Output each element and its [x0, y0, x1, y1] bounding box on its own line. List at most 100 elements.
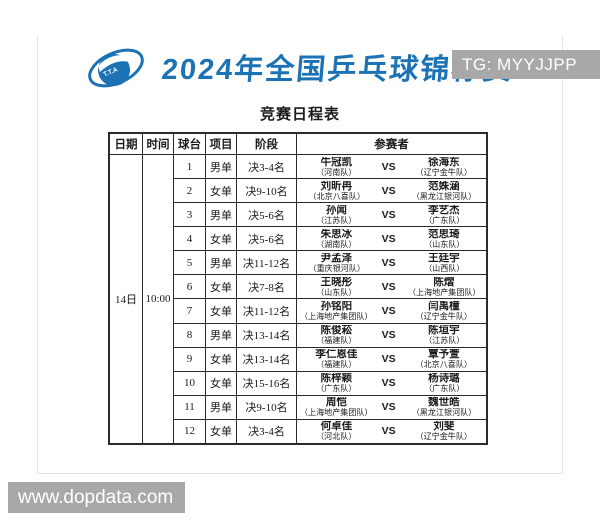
player-2-team: （辽宁金牛队）: [415, 431, 473, 442]
player-1-team: （河南队）: [316, 166, 357, 177]
player-1-name: 朱思冰: [320, 228, 353, 240]
player-1: 王晓彤 （山东队）: [301, 277, 372, 297]
player-2: 闫禹橦 （辽宁金牛队）: [406, 301, 482, 321]
player-1-name: 牛冠凯: [320, 156, 353, 168]
vs-label: VS: [381, 280, 396, 293]
stage-cell: 决9-10名: [237, 179, 297, 203]
date-cell: 14日: [110, 155, 143, 443]
participants-cell: 尹孟泽 （重庆银河队） VS 王廷宇 （山西队）: [297, 251, 486, 274]
vs-label: VS: [381, 329, 396, 342]
participants-cell: 牛冠凯 （河南队） VS 徐海东 （辽宁金牛队）: [297, 155, 486, 178]
stage-cell: 决9-10名: [237, 395, 297, 419]
player-2-team: （山东队）: [423, 239, 465, 249]
table-number-cell: 5: [174, 251, 206, 275]
vs-label: VS: [381, 353, 396, 366]
player-1-team: （山东队）: [316, 287, 357, 297]
player-1: 陈俊菘 （福建队）: [301, 325, 372, 345]
table-number-cell: 11: [174, 395, 206, 419]
player-2-team: （黑龙江银河队）: [411, 407, 477, 418]
table-number-cell: 6: [174, 275, 206, 299]
event-cell: 女单: [206, 419, 237, 443]
participants-cell: 朱思冰 （湖南队） VS 范思琦 （山东队）: [297, 227, 486, 250]
vs-label: VS: [381, 256, 396, 269]
participants-cell: 陈俊菘 （福建队） VS 陈垣宇 （江苏队）: [297, 324, 486, 347]
tg-contact-text: TG: MYYJJPP: [462, 55, 578, 74]
table-row: 1 男单 决3-4名 牛冠凯 （河南队） VS 徐海东 （辽宁金牛队）: [174, 155, 486, 180]
stage-cell: 决11-12名: [237, 299, 297, 323]
player-1-team: （广东队）: [316, 383, 357, 394]
participants-cell: 周恺 （上海地产集团队） VS 魏世皓 （黑龙江银河队）: [297, 396, 486, 419]
player-1: 孙闻 （江苏队）: [301, 205, 372, 225]
event-cell: 女单: [206, 371, 237, 395]
player-2-name: 陈垣宇: [428, 325, 460, 337]
stage-cell: 决7-8名: [237, 275, 297, 299]
table-row: 2 女单 决9-10名 刘昕冉 （北京八喜队） VS 范姝涵 （黑龙江银河队）: [174, 179, 486, 204]
player-2-team: （江苏队）: [423, 335, 465, 345]
player-2-team: （上海地产集团队）: [407, 287, 481, 297]
participants-cell: 刘昕冉 （北京八喜队） VS 范姝涵 （黑龙江银河队）: [297, 179, 486, 202]
vs-label: VS: [381, 377, 396, 390]
col-header-stage: 阶段: [237, 134, 297, 154]
player-1-team: （重庆银河队）: [308, 263, 365, 273]
player-1: 李仁恩佳 （福建队）: [301, 349, 372, 369]
player-1: 朱思冰 （湖南队）: [301, 229, 372, 249]
player-2-team: （北京八喜队）: [415, 359, 473, 369]
stage-cell: 决5-6名: [237, 227, 297, 251]
player-2: 刘斐 （辽宁金牛队）: [406, 421, 482, 441]
stage-cell: 决3-4名: [237, 419, 297, 443]
event-cell: 男单: [206, 203, 237, 227]
stage-cell: 决11-12名: [237, 251, 297, 275]
player-2-name: 魏世皓: [428, 397, 460, 409]
participants-cell: 陈梓颖 （广东队） VS 杨诗璐 （广东队）: [297, 372, 486, 395]
player-1: 牛冠凯 （河南队）: [301, 157, 372, 177]
player-1-name: 孙闻: [325, 204, 347, 216]
player-2-name: 闫禹橦: [428, 301, 460, 313]
player-2-team: （广东队）: [423, 383, 465, 394]
table-number-cell: 12: [174, 419, 206, 443]
player-2-name: 杨诗璐: [428, 373, 460, 385]
player-1: 孙铭阳 （上海地产集团队）: [301, 301, 372, 321]
player-2: 王廷宇 （山西队）: [406, 253, 482, 273]
table-row: 9 女单 决13-14名 李仁恩佳 （福建队） VS 覃予萱 （北京八喜队）: [174, 347, 486, 372]
event-cell: 女单: [206, 275, 237, 299]
vs-label: VS: [381, 305, 396, 317]
time-cell: 10:00: [143, 155, 174, 443]
stage-cell: 决13-14名: [237, 323, 297, 347]
player-1-name: 孙铭阳: [320, 301, 353, 313]
table-number-cell: 7: [174, 299, 206, 323]
player-2-team: （辽宁金牛队）: [415, 166, 473, 177]
vs-label: VS: [381, 401, 396, 414]
table-row: 7 女单 决11-12名 孙铭阳 （上海地产集团队） VS 闫禹橦 （辽宁金牛队…: [174, 299, 486, 324]
vs-label: VS: [381, 232, 396, 245]
player-2-name: 徐海东: [428, 156, 460, 168]
player-1-name: 王晓彤: [320, 276, 353, 288]
player-2-name: 范姝涵: [428, 180, 460, 192]
schedule-table: 日期 时间 球台 项目 阶段 参赛者 14日 10:00 1 男单 决3-4名 …: [108, 132, 488, 445]
player-1-team: （河北队）: [316, 431, 357, 442]
table-tennis-association-logo-icon: T.T.A: [88, 48, 145, 88]
table-number-cell: 10: [174, 371, 206, 395]
player-2: 李艺杰 （广东队）: [406, 205, 482, 225]
schedule-page: { "overlays": { "tg_banner": "TG: MYYJJP…: [0, 36, 600, 520]
player-1-name: 尹孟泽: [320, 252, 353, 264]
table-row: 12 女单 决3-4名 何卓佳 （河北队） VS 刘斐 （辽宁金牛队）: [174, 419, 486, 443]
table-row: 8 男单 决13-14名 陈俊菘 （福建队） VS 陈垣宇 （江苏队）: [174, 323, 486, 348]
table-row: 10 女单 决15-16名 陈梓颖 （广东队） VS 杨诗璐 （广东队）: [174, 371, 486, 396]
table-number-cell: 8: [174, 323, 206, 347]
vs-label: VS: [381, 208, 396, 221]
stage-cell: 决5-6名: [237, 203, 297, 227]
event-cell: 男单: [206, 251, 237, 275]
player-2-name: 李艺杰: [428, 204, 460, 216]
player-1: 刘昕冉 （北京八喜队）: [301, 181, 372, 201]
player-1-name: 刘昕冉: [320, 180, 353, 192]
table-number-cell: 9: [174, 347, 206, 371]
stage-cell: 决15-16名: [237, 371, 297, 395]
player-1-team: （上海地产集团队）: [301, 311, 372, 321]
table-header-row: 日期 时间 球台 项目 阶段 参赛者: [110, 134, 486, 155]
vs-label: VS: [381, 184, 396, 197]
event-cell: 女单: [206, 299, 237, 323]
player-2-team: （黑龙江银河队）: [411, 190, 477, 201]
table-number-cell: 4: [174, 227, 206, 251]
player-2: 杨诗璐 （广东队）: [406, 373, 482, 393]
player-2-name: 范思琦: [428, 228, 460, 240]
